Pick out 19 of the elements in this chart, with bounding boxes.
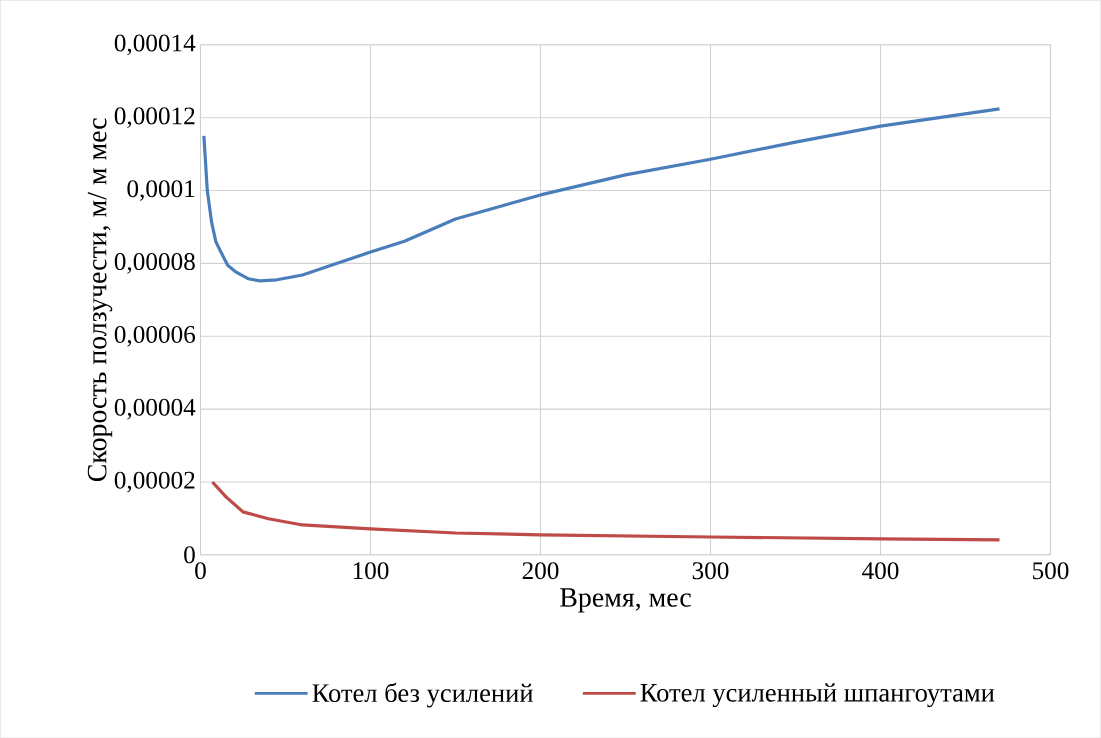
legend-label: Котел усиленный шпангоутами (640, 683, 995, 707)
y-tick-label: 0,00008 (114, 252, 195, 274)
y-tick-label: 0 (184, 546, 195, 564)
legend-label: Котел без усилений (312, 682, 533, 708)
x-tick-label: 500 (1033, 562, 1069, 580)
line-series (210, 480, 1002, 542)
y-axis-title: Скорость ползучести, м/ м мес (87, 118, 113, 481)
y-tick-label: 0,00006 (114, 325, 196, 347)
x-tick-label: 300 (692, 562, 729, 580)
x-tick-label: 200 (522, 562, 559, 580)
x-tick-label: 100 (353, 562, 389, 580)
x-tick-label: 400 (862, 562, 899, 580)
line-series (202, 107, 1002, 283)
y-tick-label: 0,00004 (114, 398, 196, 420)
y-tick-label: 0,0001 (127, 180, 195, 201)
y-tick-label: 0,00012 (114, 107, 195, 128)
y-tick-label: 0,00002 (114, 471, 195, 493)
y-tick-label: 0,00014 (114, 34, 196, 55)
x-axis-title: Время, мес (560, 588, 691, 613)
